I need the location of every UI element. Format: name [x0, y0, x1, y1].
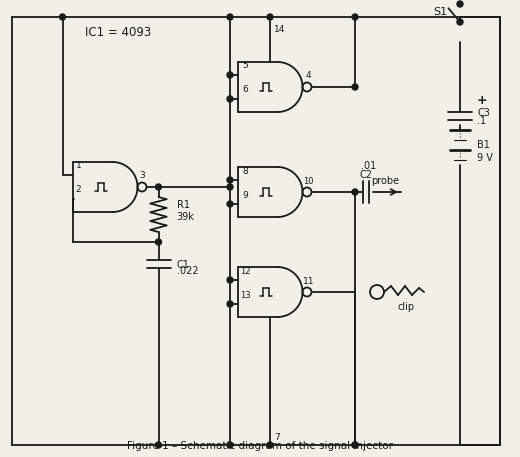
Text: 9 V: 9 V — [477, 153, 493, 163]
Circle shape — [457, 19, 463, 25]
Circle shape — [352, 84, 358, 90]
Circle shape — [267, 14, 273, 20]
Circle shape — [457, 1, 463, 7]
Circle shape — [59, 14, 66, 20]
Text: R1: R1 — [176, 200, 189, 210]
Circle shape — [227, 277, 233, 283]
Text: 6: 6 — [243, 85, 249, 95]
Text: C1: C1 — [176, 260, 189, 270]
Text: S1: S1 — [433, 7, 447, 17]
Circle shape — [352, 442, 358, 448]
Circle shape — [227, 72, 233, 78]
Text: +: + — [477, 94, 488, 106]
Text: 9: 9 — [243, 191, 249, 200]
Circle shape — [155, 442, 162, 448]
Text: 10: 10 — [303, 176, 314, 186]
Text: 4: 4 — [306, 71, 311, 80]
Text: 5: 5 — [243, 62, 249, 70]
Circle shape — [267, 442, 273, 448]
Text: 7: 7 — [274, 432, 280, 441]
Text: 14: 14 — [274, 25, 285, 33]
Text: 1: 1 — [75, 161, 81, 170]
Circle shape — [227, 96, 233, 102]
Circle shape — [352, 442, 358, 448]
Circle shape — [227, 177, 233, 183]
Circle shape — [155, 184, 162, 190]
Text: C2: C2 — [359, 170, 372, 180]
Circle shape — [227, 201, 233, 207]
Circle shape — [352, 189, 358, 195]
Text: 8: 8 — [243, 166, 249, 175]
Circle shape — [352, 14, 358, 20]
Text: 39k: 39k — [176, 212, 194, 222]
Text: 11: 11 — [303, 276, 314, 286]
Text: C3: C3 — [477, 108, 490, 118]
Text: .01: .01 — [361, 161, 376, 171]
Text: 3: 3 — [140, 171, 146, 181]
Text: probe: probe — [371, 176, 399, 186]
Text: Figure 1 – Schematic diagram of the signal injector: Figure 1 – Schematic diagram of the sign… — [127, 441, 393, 451]
Circle shape — [227, 301, 233, 307]
Text: .1: .1 — [477, 116, 486, 126]
Circle shape — [227, 14, 233, 20]
Text: 2: 2 — [76, 186, 81, 195]
Text: 13: 13 — [240, 291, 251, 299]
Text: B1: B1 — [477, 140, 490, 150]
Text: .022: .022 — [176, 266, 198, 276]
Circle shape — [155, 239, 162, 245]
Circle shape — [227, 184, 233, 190]
Text: 12: 12 — [240, 266, 251, 276]
Text: clip: clip — [397, 302, 414, 312]
Circle shape — [227, 442, 233, 448]
Text: IC1 = 4093: IC1 = 4093 — [85, 26, 151, 38]
